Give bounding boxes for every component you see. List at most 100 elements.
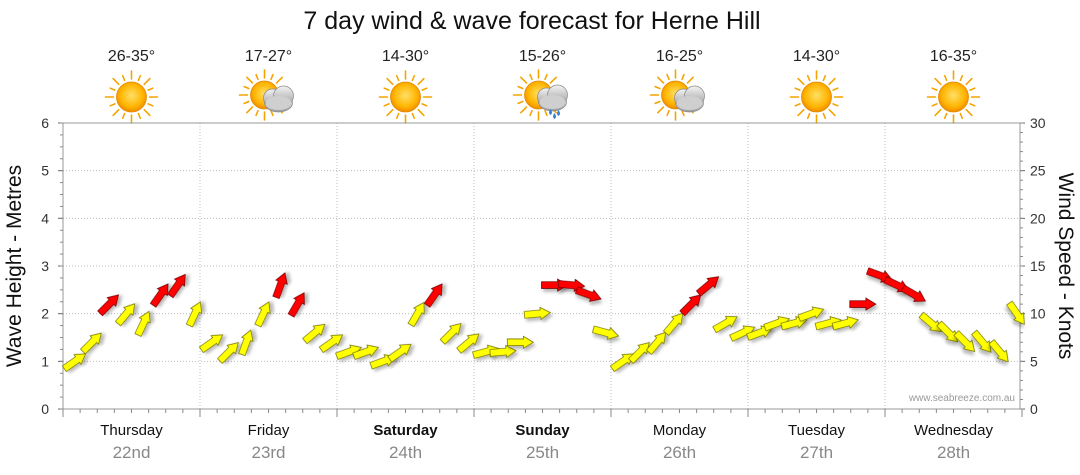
wind-arrow bbox=[712, 316, 738, 334]
partly-cloudy-icon bbox=[238, 69, 294, 121]
wind-arrow bbox=[287, 292, 305, 318]
y-right-tick-label: 30 bbox=[1030, 115, 1046, 131]
day-date-label: 24th bbox=[389, 443, 422, 462]
wind-arrow bbox=[679, 294, 702, 317]
sun-disc bbox=[801, 81, 832, 113]
sun-disc bbox=[938, 81, 969, 113]
wind-arrow bbox=[971, 329, 992, 353]
cloud-shape bbox=[674, 85, 705, 113]
wind-arrow bbox=[167, 273, 186, 299]
y-left-tick-label: 3 bbox=[41, 258, 49, 274]
wind-arrow bbox=[302, 323, 326, 345]
wind-arrow bbox=[97, 294, 120, 317]
y-axis-right-title: Wind Speed - Knots bbox=[1054, 173, 1077, 360]
axes: 0 1 2 3 4 5 6 0 5 10 15 20 25 30 bbox=[41, 115, 1046, 417]
wind-arrow bbox=[953, 330, 976, 353]
sun-disc bbox=[390, 81, 421, 113]
wind-arrow bbox=[238, 329, 254, 357]
wind-arrow bbox=[79, 332, 102, 355]
wind-arrow bbox=[523, 306, 552, 321]
wind-arrow bbox=[254, 301, 271, 328]
wind-arrow bbox=[456, 333, 480, 354]
wind-arrow bbox=[272, 272, 288, 299]
watermark: www.seabreeze.com.au bbox=[908, 393, 1015, 404]
y-right-tick-label: 5 bbox=[1030, 353, 1038, 369]
day-date-label: 23rd bbox=[251, 443, 285, 462]
temperature-range-label: 16-35° bbox=[930, 48, 977, 65]
day-date-label: 26th bbox=[663, 443, 696, 462]
temperature-range-label: 26-35° bbox=[108, 48, 155, 65]
y-right-tick-label: 25 bbox=[1030, 163, 1046, 179]
wind-arrow bbox=[134, 310, 151, 337]
wind-arrow bbox=[645, 331, 667, 355]
wind-arrow bbox=[423, 283, 443, 308]
wind-arrow bbox=[936, 320, 959, 343]
wind-arrow bbox=[831, 316, 859, 331]
day-date-label: 28th bbox=[937, 443, 970, 462]
rain-drops bbox=[549, 109, 560, 119]
sun-disc bbox=[116, 81, 147, 113]
wind-arrow bbox=[918, 311, 942, 333]
cloud-shape bbox=[537, 84, 568, 112]
wind-arrow bbox=[149, 283, 169, 308]
sun-rays bbox=[926, 70, 981, 124]
y-left-tick-label: 5 bbox=[41, 163, 49, 179]
y-left-tick-label: 2 bbox=[41, 306, 49, 322]
y-right-tick-label: 20 bbox=[1030, 210, 1046, 226]
sunny-icon bbox=[789, 70, 844, 124]
wind-arrow bbox=[695, 276, 720, 297]
temperature-range-label: 15-26° bbox=[519, 48, 566, 65]
wind-arrow bbox=[216, 342, 239, 364]
wind-arrow bbox=[797, 306, 825, 322]
cloud-shape bbox=[263, 85, 294, 113]
day-name-label: Monday bbox=[653, 422, 707, 439]
y-right-tick-label: 15 bbox=[1030, 258, 1046, 274]
day-name-label: Saturday bbox=[373, 422, 438, 439]
weather-row: 26-35° 17-27° 14-30° 15-26° 16-25° 14-30° 16-3… bbox=[104, 48, 981, 124]
sun-rays bbox=[789, 70, 844, 124]
wind-arrow bbox=[988, 339, 1009, 363]
y-right-tick-label: 10 bbox=[1030, 306, 1046, 322]
y-left-tick-label: 0 bbox=[41, 401, 49, 417]
sun-rays bbox=[104, 70, 159, 124]
wind-arrow bbox=[61, 353, 87, 373]
temperature-range-label: 14-30° bbox=[793, 48, 840, 65]
wind-arrow bbox=[506, 335, 535, 350]
wind-arrow bbox=[439, 322, 462, 345]
temperature-range-label: 14-30° bbox=[382, 48, 429, 65]
day-name-label: Friday bbox=[248, 422, 290, 439]
chart-title: 7 day wind & wave forecast for Herne Hil… bbox=[303, 7, 760, 35]
day-name-label: Tuesday bbox=[788, 422, 845, 439]
wind-arrow bbox=[318, 334, 344, 354]
wind-arrow bbox=[387, 343, 412, 363]
y-axis-left-title: Wave Height - Metres bbox=[3, 165, 26, 367]
day-name-label: Wednesday bbox=[914, 422, 993, 439]
wind-arrow bbox=[114, 303, 136, 327]
y-right-tick-label: 0 bbox=[1030, 401, 1038, 417]
wind-arrow bbox=[1006, 300, 1025, 325]
wind-arrow bbox=[185, 301, 203, 328]
showers-icon bbox=[512, 69, 568, 121]
sunny-icon bbox=[104, 70, 159, 124]
temperature-range-label: 17-27° bbox=[245, 48, 292, 65]
wind-arrow bbox=[352, 344, 380, 360]
y-left-tick-label: 6 bbox=[41, 115, 49, 131]
day-date-label: 27th bbox=[800, 443, 833, 462]
day-date-label: 25th bbox=[526, 443, 559, 462]
grid bbox=[63, 122, 1020, 409]
day-date-label: 22nd bbox=[113, 443, 151, 462]
day-labels: Thursday 22nd Friday 23rd Saturday 24th Sunday… bbox=[100, 422, 993, 462]
day-name-label: Sunday bbox=[515, 422, 570, 439]
wind-arrows bbox=[61, 267, 1025, 373]
y-left-tick-label: 4 bbox=[41, 210, 49, 226]
day-name-label: Thursday bbox=[100, 422, 163, 439]
partly-cloudy-icon bbox=[649, 69, 705, 121]
wind-arrow bbox=[662, 312, 684, 336]
sunny-icon bbox=[378, 70, 433, 124]
wind-arrow bbox=[574, 286, 602, 302]
wind-arrow bbox=[849, 297, 877, 311]
wind-arrow bbox=[407, 301, 425, 328]
wind-arrow bbox=[591, 325, 620, 340]
temperature-range-label: 16-25° bbox=[656, 48, 703, 65]
